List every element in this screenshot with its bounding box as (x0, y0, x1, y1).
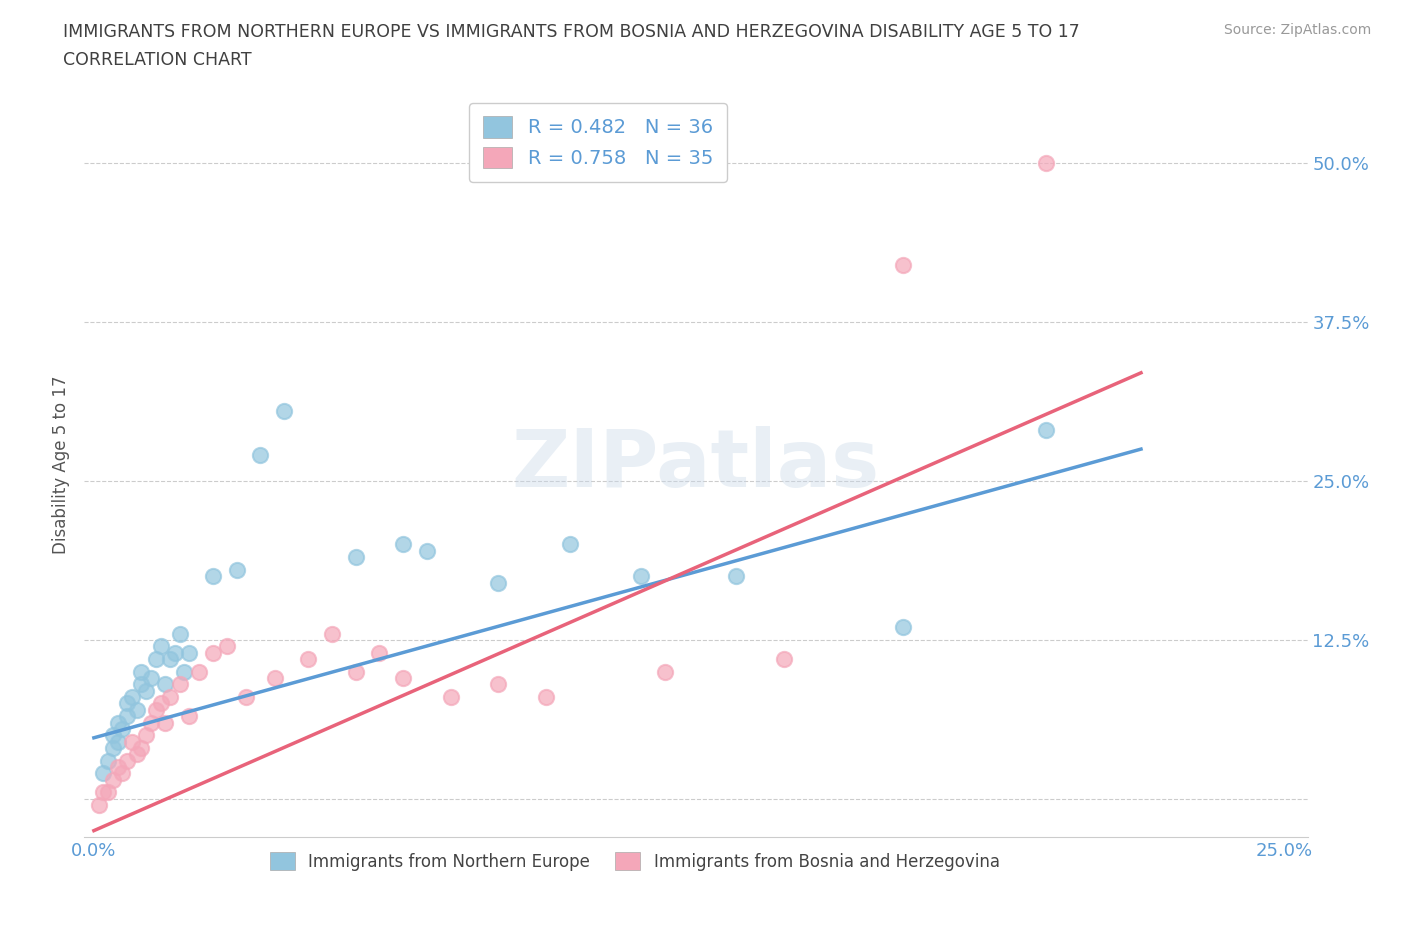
Point (187, 664, 209, 679)
Point (534, 690, 557, 705)
Point (111, 722, 134, 737)
Point (173, 664, 195, 679)
Text: Source: ZipAtlas.com: Source: ZipAtlas.com (1223, 23, 1371, 37)
Point (297, 652, 319, 667)
Point (155, 715, 177, 730)
Point (93, 785, 115, 800)
Text: IMMIGRANTS FROM NORTHERN EUROPE VS IMMIGRANTS FROM BOSNIA AND HERZEGOVINA DISABI: IMMIGRANTS FROM NORTHERN EUROPE VS IMMIG… (63, 23, 1080, 41)
Point (321, 626, 343, 641)
Point (115, 709, 138, 724)
Point (1035, 422, 1057, 437)
Point (159, 652, 181, 667)
Point (725, 569, 748, 584)
Point (392, 671, 415, 685)
Point (159, 690, 181, 705)
Point (155, 677, 177, 692)
Point (344, 664, 367, 679)
Point (101, 728, 124, 743)
Point (249, 448, 271, 463)
Legend: Immigrants from Northern Europe, Immigrants from Bosnia and Herzegovina: Immigrants from Northern Europe, Immigra… (260, 842, 1010, 881)
Point (344, 550, 367, 565)
Point (131, 677, 153, 692)
Point (115, 753, 138, 768)
Point (101, 740, 124, 755)
Point (392, 537, 415, 551)
Point (149, 696, 172, 711)
Point (891, 619, 914, 634)
Y-axis label: Disability Age 5 to 17: Disability Age 5 to 17 (52, 376, 70, 554)
Point (201, 645, 224, 660)
Point (169, 677, 191, 692)
Text: CORRELATION CHART: CORRELATION CHART (63, 51, 252, 69)
Point (654, 664, 676, 679)
Point (169, 626, 191, 641)
Point (97, 753, 120, 768)
Point (145, 702, 167, 717)
Point (440, 690, 463, 705)
Point (263, 671, 285, 685)
Point (225, 563, 247, 578)
Point (121, 734, 143, 749)
Point (891, 258, 914, 272)
Point (107, 715, 129, 730)
Point (217, 639, 239, 654)
Point (135, 728, 157, 743)
Point (177, 709, 200, 724)
Point (149, 639, 172, 654)
Point (139, 671, 162, 685)
Point (135, 684, 157, 698)
Point (87, 798, 110, 813)
Point (115, 696, 138, 711)
Point (107, 734, 129, 749)
Point (773, 652, 796, 667)
Point (163, 645, 186, 660)
Point (488, 575, 510, 590)
Point (201, 569, 224, 584)
Point (121, 690, 143, 705)
Point (630, 569, 652, 584)
Point (488, 677, 510, 692)
Point (235, 690, 257, 705)
Point (139, 715, 162, 730)
Point (101, 772, 124, 787)
Point (131, 740, 153, 755)
Point (1035, 155, 1057, 170)
Point (107, 760, 129, 775)
Point (273, 404, 295, 418)
Point (368, 645, 391, 660)
Point (93, 766, 115, 781)
Point (131, 664, 153, 679)
Point (97, 785, 120, 800)
Point (416, 543, 439, 558)
Text: ZIPatlas: ZIPatlas (512, 426, 880, 504)
Point (558, 537, 581, 551)
Point (177, 645, 200, 660)
Point (145, 652, 167, 667)
Point (111, 766, 134, 781)
Point (125, 702, 148, 717)
Point (125, 747, 148, 762)
